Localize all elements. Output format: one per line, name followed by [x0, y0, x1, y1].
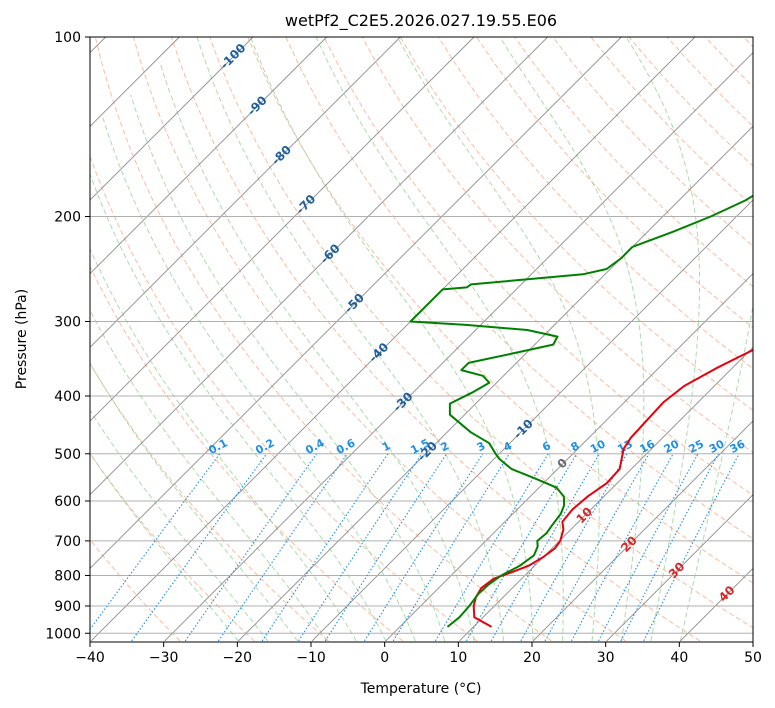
moist-adiabat [250, 37, 534, 641]
moist-adiabat [159, 61, 475, 642]
x-tick-label: 10 [449, 650, 467, 666]
x-tick-label: 50 [744, 650, 762, 666]
y-tick-label: 100 [54, 30, 81, 46]
dry-adiabat [171, 37, 701, 642]
dry-adiabat [90, 362, 329, 642]
isotherm [164, 52, 753, 642]
x-tick-label: −30 [149, 650, 179, 666]
y-axis-ticks: 100 200 300 400 500 600 700 800 900 1000 [45, 30, 90, 642]
y-tick-label: 300 [54, 314, 81, 330]
dry-adiabat [247, 37, 753, 584]
mixing-ratio-line [217, 453, 348, 642]
y-tick-label: 800 [54, 568, 81, 584]
moist-adiabat [499, 37, 645, 641]
sounding-series [409, 194, 753, 628]
moist-adiabat [90, 452, 239, 642]
mixing-ratio-line [131, 453, 268, 642]
moist-adiabat [90, 247, 357, 642]
mixing-ratio-line [520, 453, 628, 642]
mixing-ratio-line [571, 453, 674, 642]
y-tick-label: 400 [54, 389, 81, 405]
x-axis-label: Temperature (°C) [360, 681, 482, 697]
x-tick-label: 40 [670, 650, 688, 666]
mixing-ratio-line [298, 453, 423, 642]
dry-adiabat [90, 452, 255, 642]
moist-adiabat [90, 309, 328, 642]
y-tick-label: 200 [54, 209, 81, 225]
temperature-profile [472, 348, 753, 628]
mixing-ratio-label: 20 [662, 437, 682, 456]
moist-adiabats [90, 37, 753, 642]
mixing-ratio-label: 36 [728, 437, 748, 456]
mixing-ratio-lines [90, 453, 740, 642]
moist-adiabat [679, 303, 753, 642]
y-tick-label: 500 [54, 447, 81, 463]
isotherm [90, 37, 327, 275]
isotherm [90, 37, 475, 422]
y-axis-label: Pressure (hPa) [14, 289, 30, 389]
plot-area: -100-90-80-70-60-50-40-30-20-10010203040… [90, 37, 753, 642]
mixing-ratio-line [490, 453, 600, 642]
dry-adiabat [90, 538, 181, 642]
mixing-ratio-label: 30 [707, 437, 727, 456]
x-tick-label: 30 [597, 650, 615, 666]
mixing-ratio-line [434, 453, 549, 642]
x-tick-label: 20 [523, 650, 541, 666]
y-tick-label: 700 [54, 534, 81, 550]
chart-title: wetPf2_C2E5.2026.027.19.55.E06 [285, 11, 557, 31]
plot-frame [89, 36, 754, 643]
isotherm [532, 420, 753, 642]
x-tick-label: −10 [296, 650, 326, 666]
isotherm [90, 37, 696, 642]
moist-adiabat [90, 172, 387, 642]
moist-adiabat [130, 94, 446, 642]
dry-adiabat [514, 37, 753, 288]
moist-adiabat [196, 37, 505, 641]
isotherm [90, 37, 254, 201]
moist-adiabat [315, 37, 564, 641]
moist-adiabat [101, 114, 416, 642]
x-tick-label: −20 [223, 650, 253, 666]
mixing-ratio-line [466, 453, 578, 642]
isotherm [90, 37, 622, 569]
mixing-ratio-line [643, 453, 740, 642]
x-tick-label: 0 [380, 650, 389, 666]
isobars [90, 37, 753, 634]
x-tick-label: −40 [75, 650, 105, 666]
isotherm [90, 37, 401, 348]
isotherm [238, 125, 753, 642]
isotherm [90, 37, 548, 496]
isotherm [311, 199, 753, 642]
mixing-ratio-line [184, 453, 318, 642]
dry-adiabat [285, 37, 753, 540]
isotherm [606, 494, 753, 642]
mixing-ratio-line [324, 453, 448, 642]
dry-adiabat [94, 37, 552, 642]
dry-adiabat [90, 154, 478, 642]
dewpoint-profile [409, 194, 753, 628]
dry-adiabat [132, 37, 626, 642]
moist-adiabat [396, 37, 600, 641]
dry-adiabat [361, 37, 753, 454]
moist-adiabat [625, 37, 701, 641]
mixing-ratio-label: 10 [588, 437, 608, 456]
y-tick-label: 900 [54, 599, 81, 615]
x-axis-ticks: −40 −30 −20 −10 0 10 20 30 40 50 [75, 642, 762, 666]
y-tick-label: 1000 [45, 626, 81, 642]
y-tick-label: 600 [54, 494, 81, 510]
mixing-ratio-line [90, 453, 221, 631]
moist-adiabat [90, 409, 269, 642]
mixing-ratio-label: 25 [686, 437, 706, 456]
mixing-ratio-line [544, 453, 650, 642]
mixing-ratio-line [620, 453, 719, 642]
isotherm [385, 273, 753, 642]
mixing-ratio-label: 16 [637, 437, 657, 456]
dry-adiabat [437, 37, 753, 370]
